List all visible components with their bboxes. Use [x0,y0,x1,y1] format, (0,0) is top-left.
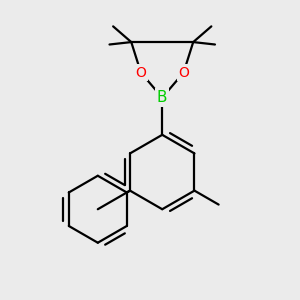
Text: O: O [136,66,146,80]
Text: B: B [157,90,167,105]
Text: O: O [178,66,189,80]
